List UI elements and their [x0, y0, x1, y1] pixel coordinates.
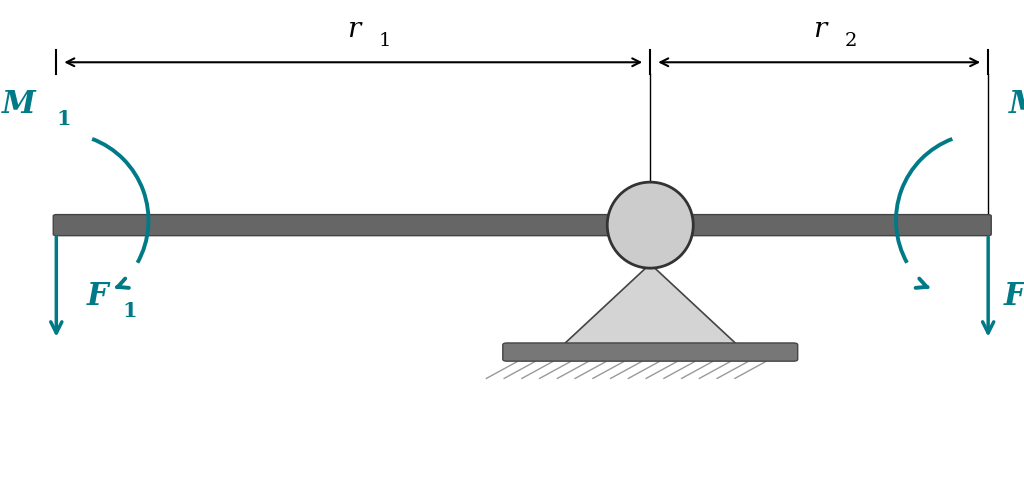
Text: M: M [2, 89, 36, 120]
Text: r: r [813, 16, 825, 43]
Text: F: F [87, 281, 109, 312]
Text: 1: 1 [379, 32, 391, 50]
FancyBboxPatch shape [503, 343, 798, 361]
Text: F: F [1004, 281, 1024, 312]
Text: 1: 1 [123, 301, 137, 321]
Text: 1: 1 [56, 109, 71, 129]
Ellipse shape [607, 182, 693, 268]
Text: 2: 2 [845, 32, 857, 50]
Text: r: r [347, 16, 359, 43]
Polygon shape [563, 264, 737, 345]
FancyBboxPatch shape [53, 215, 991, 236]
Text: M: M [1009, 89, 1024, 120]
